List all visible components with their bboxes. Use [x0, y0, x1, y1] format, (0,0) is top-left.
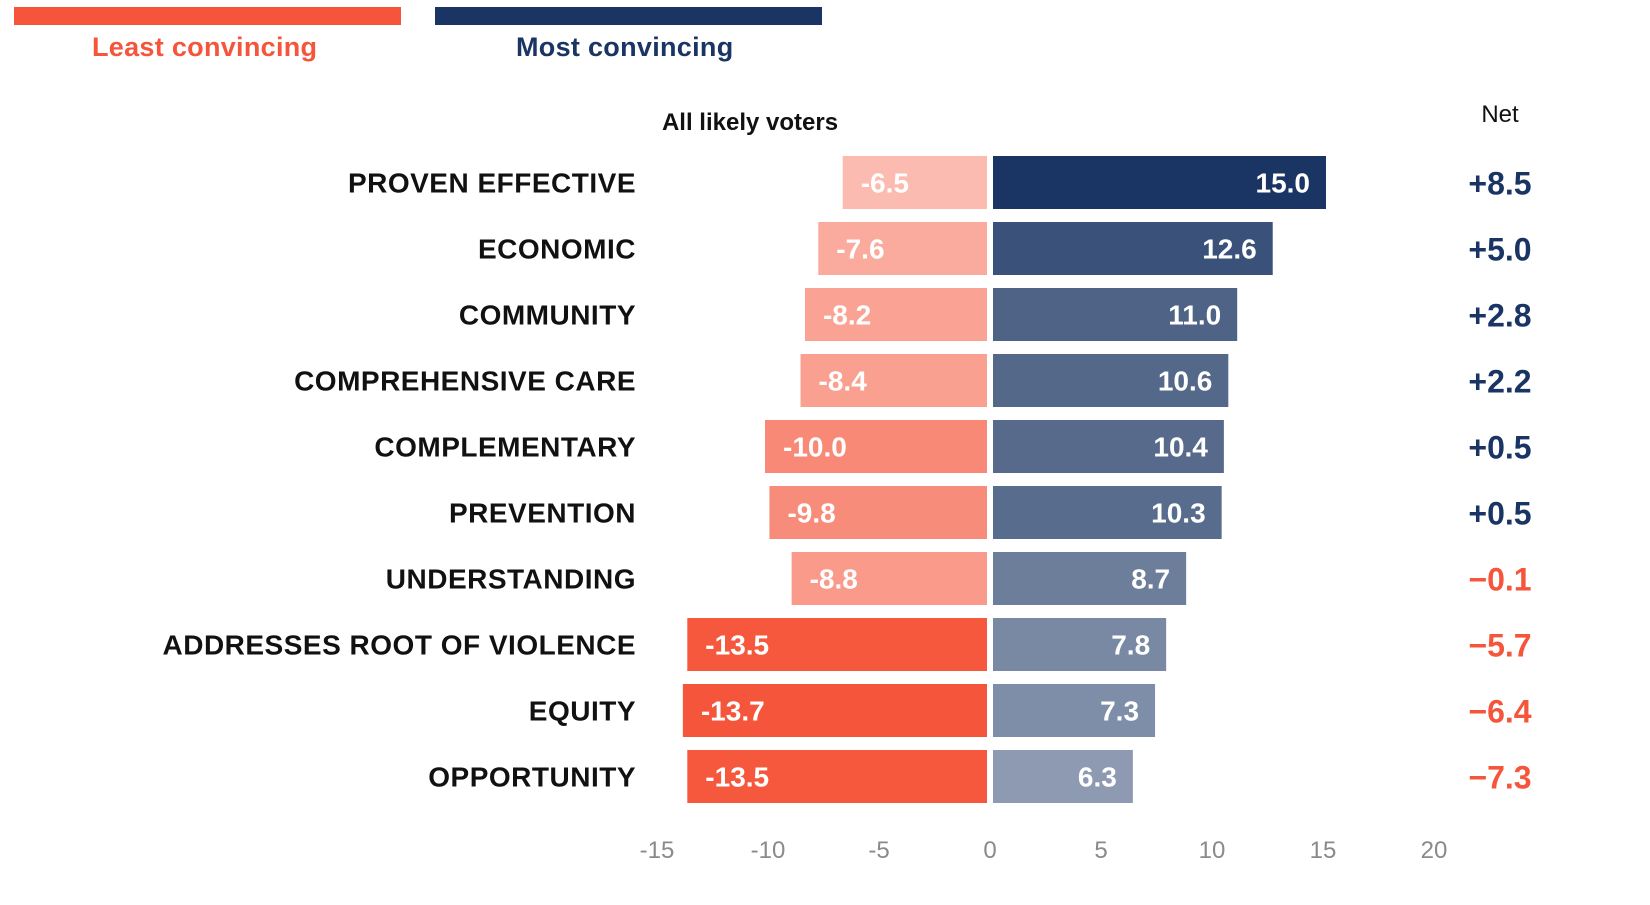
category-label: OPPORTUNITY [428, 762, 636, 793]
bar-value-label-least: -8.2 [823, 300, 871, 331]
bar-most-convincing [993, 420, 1224, 473]
x-tick-label: 15 [1310, 837, 1337, 864]
bar-least-convincing [769, 486, 987, 539]
category-label: PREVENTION [449, 498, 636, 529]
x-tick-label: 0 [983, 837, 996, 864]
net-value-label: +2.8 [1468, 298, 1531, 334]
net-value-label: −7.3 [1468, 760, 1531, 796]
bar-value-label-most: 12.6 [1202, 234, 1257, 265]
x-tick-label: -10 [751, 837, 786, 864]
net-value-label: −0.1 [1468, 562, 1531, 598]
x-axis-ticks: -15 -10 -5 0 5 10 15 20 [640, 837, 1448, 864]
bar-least-convincing [842, 156, 987, 209]
bar-value-label-most: 7.8 [1111, 630, 1150, 661]
bar-most-convincing [993, 222, 1273, 275]
net-value-label: +0.5 [1468, 430, 1531, 466]
legend-most-label: Most convincing [516, 32, 734, 62]
category-label: COMMUNITY [459, 300, 636, 331]
chart-subtitle: All likely voters [662, 109, 838, 136]
legend-most-swatch [435, 7, 822, 25]
net-value-label: +5.0 [1468, 232, 1531, 268]
net-value-label: −5.7 [1468, 628, 1531, 664]
category-label: UNDERSTANDING [386, 564, 636, 595]
bar-most-convincing [993, 288, 1238, 341]
bar-most-convincing [993, 552, 1187, 605]
net-value-label: +8.5 [1468, 166, 1531, 202]
bar-least-convincing [687, 750, 987, 803]
bar-value-label-most: 7.3 [1100, 696, 1139, 727]
x-tick-label: 5 [1094, 837, 1107, 864]
bar-value-label-most: 10.4 [1153, 432, 1208, 463]
bar-value-label-least: -13.7 [701, 696, 765, 727]
bar-least-convincing [682, 684, 987, 737]
bar-most-convincing [993, 684, 1156, 737]
bar-least-convincing [765, 420, 987, 473]
legend-least-label: Least convincing [92, 32, 318, 62]
bar-least-convincing [800, 354, 987, 407]
bar-value-label-most: 15.0 [1256, 168, 1311, 199]
x-tick-label: -5 [868, 837, 889, 864]
bar-most-convincing [993, 486, 1222, 539]
category-label: PROVEN EFFECTIVE [348, 168, 636, 199]
bar-value-label-least: -6.5 [861, 168, 909, 199]
bar-value-label-least: -10.0 [783, 432, 847, 463]
bar-value-label-least: -7.6 [836, 234, 884, 265]
bar-value-label-most: 6.3 [1078, 762, 1117, 793]
bar-least-convincing [687, 618, 987, 671]
category-label: ECONOMIC [478, 234, 636, 265]
bar-most-convincing [993, 618, 1167, 671]
bar-value-label-most: 10.3 [1151, 498, 1206, 529]
bar-least-convincing [818, 222, 987, 275]
category-label: ADDRESSES ROOT OF VIOLENCE [163, 630, 637, 661]
bar-value-label-least: -9.8 [787, 498, 835, 529]
bar-most-convincing [993, 750, 1133, 803]
net-value-label: −6.4 [1468, 694, 1531, 730]
bar-value-label-least: -13.5 [705, 630, 769, 661]
category-label: EQUITY [529, 696, 636, 727]
category-label: COMPLEMENTARY [374, 432, 636, 463]
x-tick-label: 10 [1199, 837, 1226, 864]
bar-value-label-most: 8.7 [1131, 564, 1170, 595]
legend-least-swatch [14, 7, 401, 25]
category-label: COMPREHENSIVE CARE [294, 366, 636, 397]
bar-value-label-least: -8.8 [810, 564, 858, 595]
x-tick-label: 20 [1421, 837, 1448, 864]
net-column-header: Net [1481, 101, 1519, 128]
bar-value-label-most: 10.6 [1158, 366, 1213, 397]
x-tick-label: -15 [640, 837, 675, 864]
bars-group: PROVEN EFFECTIVE -6.5 15.0 +8.5 ECONOMIC -7.6… [163, 156, 1532, 803]
bar-most-convincing [993, 156, 1326, 209]
bar-least-convincing [804, 288, 987, 341]
bar-most-convincing [993, 354, 1229, 407]
bar-value-label-least: -13.5 [705, 762, 769, 793]
bar-value-label-least: -8.4 [819, 366, 868, 397]
net-value-label: +2.2 [1468, 364, 1531, 400]
net-value-label: +0.5 [1468, 496, 1531, 532]
bar-least-convincing [791, 552, 987, 605]
bar-value-label-most: 11.0 [1168, 300, 1221, 331]
